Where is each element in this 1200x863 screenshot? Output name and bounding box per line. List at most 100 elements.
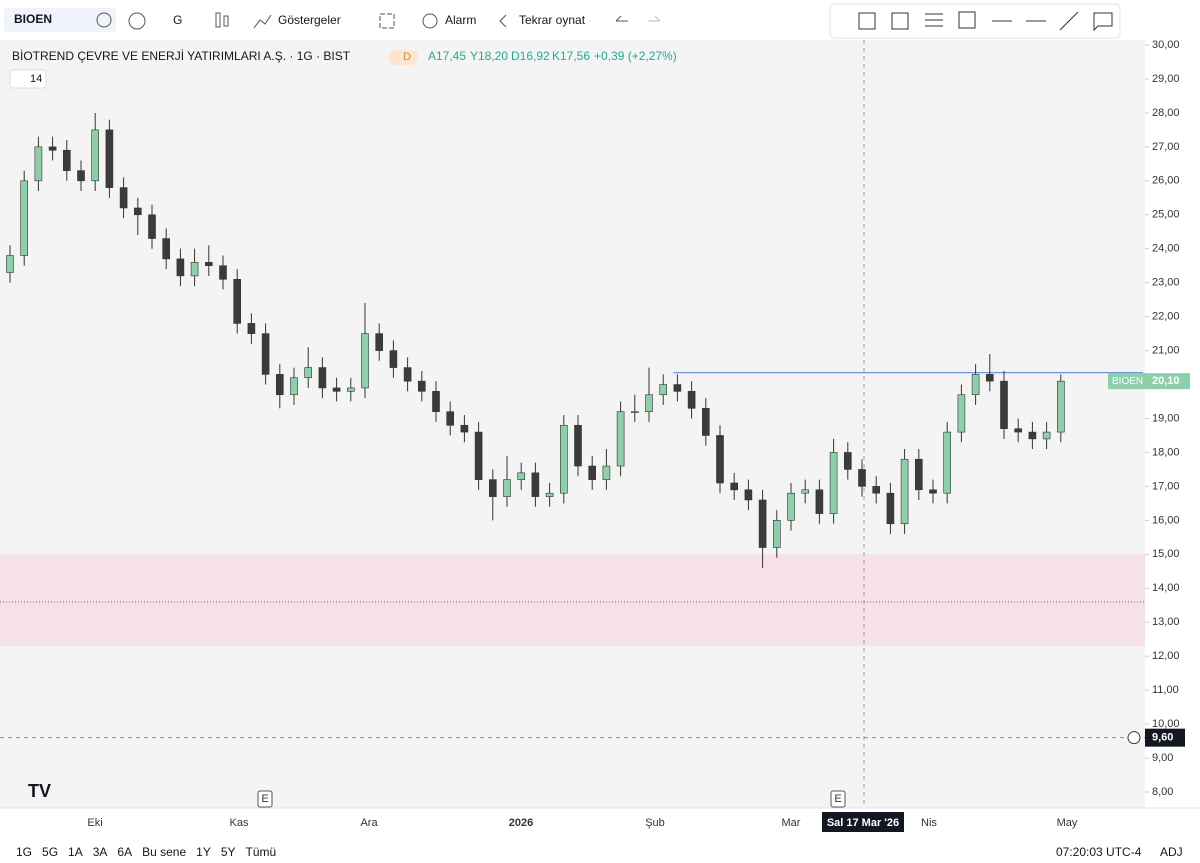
candle-body <box>886 492 895 525</box>
y-tick-label: 23,00 <box>1152 277 1180 289</box>
candle-body <box>62 149 71 171</box>
redo[interactable] <box>648 15 661 22</box>
range-button[interactable]: 3A <box>93 845 108 859</box>
event-box[interactable] <box>830 790 846 808</box>
replay[interactable]: Tekrar oynat <box>519 13 586 27</box>
range-button[interactable]: Bu sene <box>142 845 186 859</box>
price-axis <box>1145 40 1200 808</box>
y-tick-label: 10,00 <box>1152 718 1180 730</box>
candle-body <box>1000 380 1008 429</box>
range-button[interactable]: 1G <box>16 845 32 859</box>
symbol-box[interactable] <box>4 8 116 32</box>
candle-body <box>829 452 838 514</box>
candle-body <box>389 350 398 368</box>
candle-body <box>417 380 426 392</box>
date-tag <box>822 812 904 832</box>
tool[interactable] <box>958 11 976 29</box>
candle-body <box>332 387 341 392</box>
chart-type-icon[interactable] <box>215 12 221 28</box>
candle-body <box>1042 431 1051 440</box>
candle-body <box>91 129 99 182</box>
candle-body <box>162 238 170 260</box>
candle-body <box>105 129 114 188</box>
candle-body <box>460 424 469 433</box>
y-tick-label: 27,00 <box>1152 141 1180 153</box>
undo[interactable] <box>615 15 628 22</box>
ohlc-low: D16,92 <box>511 49 550 63</box>
tool[interactable] <box>925 13 943 27</box>
candle-body <box>432 391 440 413</box>
adj[interactable]: ADJ <box>1160 845 1183 859</box>
tool[interactable] <box>858 12 876 30</box>
x-tick-label: Nis <box>921 817 937 829</box>
candle-body <box>134 207 142 216</box>
y-tick-label: 17,00 <box>1152 480 1180 492</box>
candle-body <box>48 146 57 151</box>
range-button[interactable]: 6A <box>117 845 132 859</box>
event[interactable]: E <box>834 793 841 805</box>
range-button[interactable]: Tümü <box>246 845 277 859</box>
candle-body <box>858 469 866 487</box>
interval[interactable]: G <box>173 13 182 27</box>
candle-body <box>6 255 14 273</box>
candle-body <box>574 424 582 467</box>
range-button[interactable]: 1Y <box>196 845 211 859</box>
y-tick-label: 12,00 <box>1152 650 1180 662</box>
candle-body <box>957 394 966 433</box>
last-price-name: BIOEN <box>1112 376 1143 387</box>
study-box[interactable] <box>9 69 47 89</box>
clock: 07:20:03 UTC-4 <box>1056 845 1142 859</box>
y-tick-label: 22,00 <box>1152 311 1180 323</box>
x-tick-label: Kas <box>230 817 249 829</box>
candle-body <box>630 411 639 414</box>
event-box[interactable] <box>257 790 273 808</box>
x-tick-label: Ara <box>360 817 378 829</box>
y-tick-label: 18,00 <box>1152 446 1180 458</box>
chart-type-icon[interactable] <box>223 15 229 27</box>
tool[interactable] <box>891 12 909 30</box>
range-button[interactable]: 5Y <box>221 845 236 859</box>
event[interactable]: E <box>261 793 268 805</box>
candle-body <box>77 170 85 182</box>
candle-body <box>645 394 653 413</box>
candle-body <box>943 431 952 494</box>
y-tick-label: 16,00 <box>1152 514 1180 526</box>
ohlc-close: K17,56 <box>552 49 590 63</box>
alarm-icon[interactable] <box>422 13 438 29</box>
range-button[interactable]: 5G <box>42 845 58 859</box>
crosshair-date: Sal 17 Mar '26 <box>827 817 899 829</box>
alert[interactable]: Alarm <box>445 13 476 27</box>
candle-body <box>929 489 937 494</box>
layout-icon[interactable] <box>379 13 395 29</box>
indicators[interactable]: Göstergeler <box>278 13 341 27</box>
candle-body <box>772 520 781 548</box>
candle-body <box>148 214 156 239</box>
x-tick-label: Eki <box>87 817 102 829</box>
candle-body <box>119 187 128 209</box>
candle-body <box>900 458 909 525</box>
y-tick-label: 25,00 <box>1152 209 1180 221</box>
symbol[interactable]: BIOEN <box>14 12 52 26</box>
y-tick-label: 9,00 <box>1152 752 1173 764</box>
compare-icon[interactable] <box>128 12 146 30</box>
y-tick-label: 14,00 <box>1152 582 1180 594</box>
y-tick-label: 24,00 <box>1152 243 1180 255</box>
tool[interactable] <box>992 11 1113 32</box>
candle-body <box>205 262 213 267</box>
candle-body <box>261 333 270 375</box>
range-button[interactable]: 1A <box>68 845 83 859</box>
candle-body <box>758 499 767 548</box>
y-tick-label: 11,00 <box>1152 684 1179 696</box>
y-tick-label: 15,00 <box>1152 548 1180 560</box>
x-tick-label: Mar <box>782 817 801 829</box>
icon[interactable] <box>96 12 112 28</box>
candle-body <box>815 489 824 514</box>
candle-body <box>531 472 540 497</box>
replay-icon[interactable] <box>499 14 507 28</box>
candle-body <box>701 408 710 436</box>
candle-body <box>687 391 696 409</box>
indicator-icon[interactable] <box>253 14 272 29</box>
study[interactable]: 14 <box>30 73 42 85</box>
add-icon[interactable] <box>1127 731 1141 745</box>
